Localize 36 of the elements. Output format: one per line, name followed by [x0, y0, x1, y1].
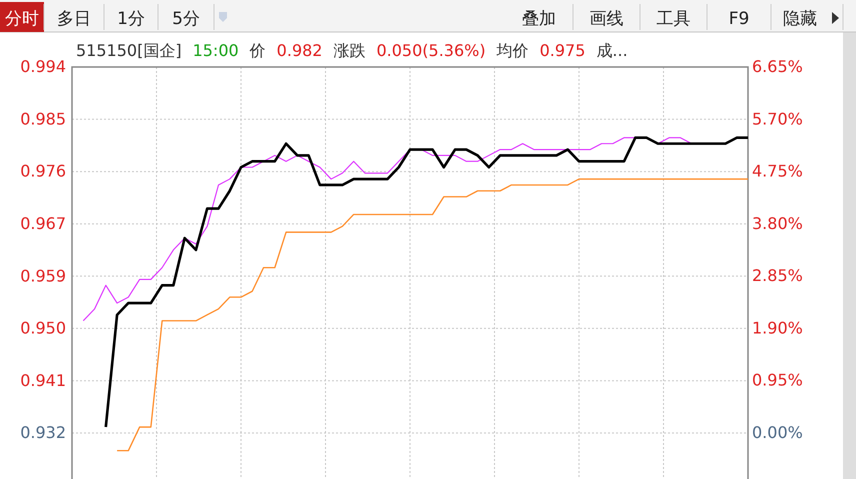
y2-tick-label: 4.75% — [752, 162, 803, 181]
y2-tick-label: 6.65% — [752, 57, 803, 76]
text: 5分 — [172, 9, 200, 29]
y2-tick-label: 5.70% — [752, 109, 803, 128]
text: 涨跌 — [333, 41, 366, 60]
y-tick-label: 0.994 — [20, 57, 66, 76]
y2-tick-label: 2.85% — [752, 266, 803, 286]
text: 均价 — [496, 41, 529, 60]
y-tick-label: 0.941 — [20, 370, 66, 390]
text: F9 — [728, 9, 750, 29]
y-tick-label: 0.950 — [20, 318, 66, 338]
text: 隐藏 — [783, 9, 817, 29]
y-tick-label: 0.967 — [20, 214, 66, 233]
y2-tick-label: 3.80% — [752, 214, 803, 233]
text: 成... — [596, 41, 628, 60]
text: 价 — [248, 41, 266, 60]
text: 分时 — [5, 9, 39, 29]
text: 0.982 — [276, 41, 322, 60]
y2-tick-label: 0.95% — [752, 370, 803, 390]
y2-tick-label: 0.00% — [752, 422, 803, 442]
text: 画线 — [590, 9, 624, 29]
text: 0.050(5.36%) — [376, 41, 486, 60]
y2-tick-label: 1.90% — [752, 318, 803, 338]
text: 多日 — [57, 9, 91, 29]
line-series — [116, 178, 749, 452]
line-series — [104, 136, 750, 428]
y-tick-label: 0.976 — [20, 162, 66, 181]
text: 工具 — [656, 9, 690, 29]
text: 15:00 — [192, 41, 239, 60]
y-tick-label: 0.932 — [20, 423, 66, 442]
text: 叠加 — [522, 9, 556, 29]
text: 515150[国企] — [76, 41, 182, 60]
text: 1分 — [117, 9, 145, 29]
y-tick-label: 0.959 — [20, 266, 66, 286]
text: 0.975 — [540, 41, 586, 60]
y-tick-label: 0.985 — [20, 109, 66, 128]
